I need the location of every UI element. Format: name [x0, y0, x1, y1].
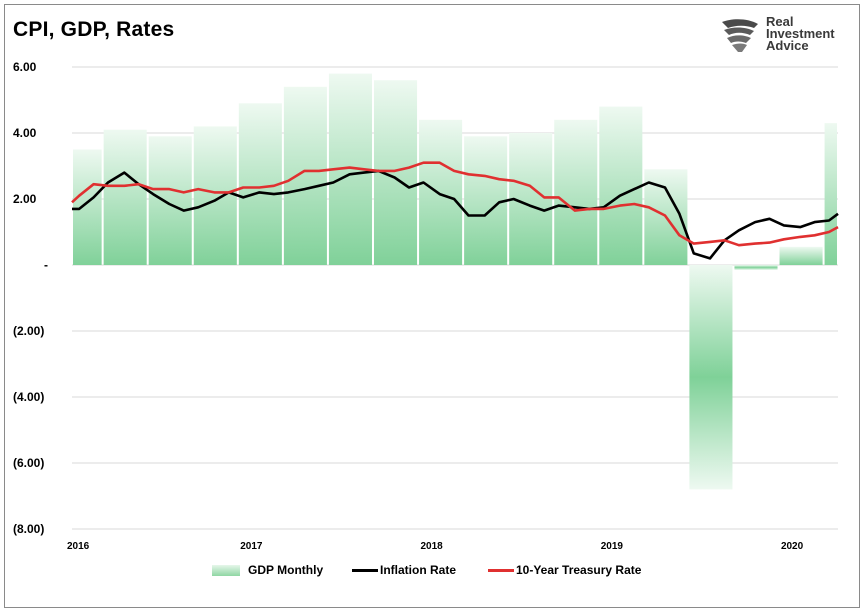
inflation-line — [72, 169, 839, 260]
gdp-bars — [73, 73, 837, 490]
gdp-bar — [193, 126, 237, 266]
legend-swatch-treasury — [488, 568, 514, 572]
legend-item-treasury: 10-Year Treasury Rate — [488, 563, 641, 577]
gdp-bar — [283, 86, 327, 265]
legend-item-gdp: GDP Monthly — [212, 563, 323, 577]
logo-line-2: Investment — [766, 26, 835, 41]
y-tick-label: 6.00 — [13, 60, 37, 74]
gdp-bar — [148, 136, 192, 265]
treasury-line — [71, 161, 839, 247]
gdp-bar — [824, 123, 837, 265]
gdp-bar — [464, 136, 508, 265]
y-tick-label: 4.00 — [13, 126, 37, 140]
legend-label-treasury: 10-Year Treasury Rate — [516, 563, 642, 577]
gdp-bar — [103, 129, 147, 265]
gdp-bar — [73, 149, 102, 265]
y-tick-label: 2.00 — [13, 192, 37, 206]
gdp-bar — [779, 246, 823, 265]
brand-logo: Real Investment Advice — [718, 14, 848, 60]
logo-line-3: Advice — [766, 38, 809, 53]
gdp-bar — [689, 265, 733, 490]
x-axis-ticks: 2016 2017 2018 2019 2020 — [67, 541, 804, 552]
x-tick-label: 2018 — [420, 541, 443, 552]
chart-title: CPI, GDP, Rates — [13, 18, 175, 41]
gdp-bar — [599, 106, 643, 265]
legend-item-inflation: Inflation Rate — [352, 563, 456, 577]
legend-swatch-gdp — [212, 564, 240, 576]
y-tick-label: (2.00) — [13, 324, 44, 338]
y-tick-label: (4.00) — [13, 390, 44, 404]
x-tick-label: 2017 — [240, 541, 263, 552]
legend-label-inflation: Inflation Rate — [380, 563, 457, 577]
gdp-bar — [419, 119, 463, 265]
series-lines — [71, 161, 839, 260]
x-tick-label: 2020 — [781, 541, 804, 552]
logo-line-1: Real — [766, 14, 794, 29]
legend-swatch-inflation — [352, 568, 378, 572]
y-tick-label: - — [44, 258, 48, 272]
gdp-bar — [554, 119, 598, 265]
x-tick-label: 2016 — [67, 541, 90, 552]
y-tick-label: (8.00) — [13, 522, 44, 536]
eagle-head-icon — [722, 19, 758, 52]
y-tick-label: (6.00) — [13, 456, 44, 470]
x-tick-label: 2019 — [601, 541, 624, 552]
y-axis-ticks: 6.00 4.00 2.00 - (2.00) (4.00) (6.00) (8.00) — [13, 60, 48, 536]
gdp-bar — [734, 265, 778, 270]
logo-text: Real Investment Advice — [766, 14, 835, 53]
legend-label-gdp: GDP Monthly — [248, 563, 324, 577]
chart-legend: GDP Monthly Inflation Rate 10-Year Treas… — [0, 563, 866, 583]
